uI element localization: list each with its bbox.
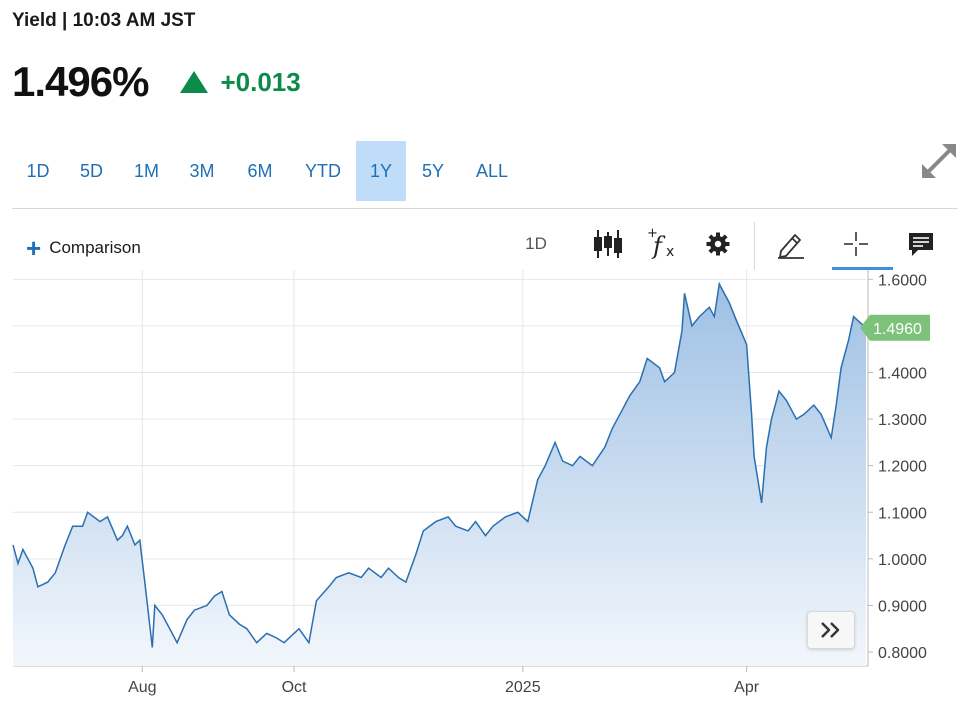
range-tab-1d[interactable]: 1D <box>26 161 50 181</box>
x-tick-label: Aug <box>128 679 156 696</box>
y-tick-label: 1.1000 <box>878 505 927 522</box>
svg-text:f: f <box>651 232 666 260</box>
range-tab-5d[interactable]: 5D <box>79 161 103 181</box>
last-value-bg <box>860 314 930 341</box>
range-tab-1y[interactable]: 1Y <box>356 141 406 201</box>
range-tab-all[interactable]: ALL <box>475 161 509 181</box>
y-tick-label: 0.9000 <box>878 598 927 615</box>
y-tick-label: 1.0000 <box>878 552 927 569</box>
y-tick-label: 1.6000 <box>878 272 927 289</box>
toolbar-divider <box>754 222 755 270</box>
crosshair-button[interactable] <box>838 226 874 262</box>
y-tick-label: 0.8000 <box>878 645 927 662</box>
x-tick-label: Apr <box>734 679 760 696</box>
y-tick-label: 1.3000 <box>878 412 927 429</box>
yield-value: 1.496% <box>12 58 149 105</box>
indicator-button[interactable]: + f x <box>642 226 682 262</box>
area-fill <box>13 284 866 666</box>
range-tab-6m[interactable]: 6M <box>247 161 273 181</box>
range-tab-ytd[interactable]: YTD <box>305 161 341 181</box>
candlestick-button[interactable] <box>588 226 628 262</box>
range-tabs: 1D 5D 1M 3M 6M YTD 1Y 5Y ALL <box>12 141 524 201</box>
settings-button[interactable] <box>700 226 736 262</box>
triangle-up-icon <box>180 71 209 93</box>
svg-text:+: + <box>647 226 658 241</box>
comment-icon <box>909 233 933 256</box>
crosshair-icon <box>844 232 868 256</box>
x-tick-label: 2025 <box>505 679 541 696</box>
y-tick-label: 1.4000 <box>878 365 927 382</box>
fx-indicator-icon: + f x <box>647 226 674 260</box>
y-axis: 0.8000 0.9000 1.0000 1.1000 1.2000 1.3000 1.40… <box>868 272 927 662</box>
crosshair-active-indicator <box>832 267 893 270</box>
scroll-to-latest-button[interactable] <box>807 611 855 649</box>
svg-text:x: x <box>666 244 674 260</box>
last-value-badge: 1.4960 <box>860 314 930 341</box>
series-line <box>12 281 867 648</box>
last-value-label: 1.4960 <box>873 321 922 338</box>
double-chevron-right-icon <box>821 622 840 638</box>
quote-row: 1.496% +0.013 <box>12 58 301 106</box>
change-value: +0.013 <box>220 66 301 97</box>
gear-icon <box>706 232 730 256</box>
y-tick-label: 1.2000 <box>878 459 927 476</box>
x-axis: Aug Oct 2025 Apr <box>128 666 760 696</box>
interval-selector[interactable]: 1D <box>512 226 560 262</box>
yield-chart[interactable]: 0.8000 0.9000 1.0000 1.1000 1.2000 1.3000 1.40… <box>0 270 967 704</box>
range-tab-1m[interactable]: 1M <box>133 161 159 181</box>
comparison-button[interactable]: + Comparison <box>26 233 141 263</box>
comparison-label: Comparison <box>49 238 141 257</box>
candlestick-icon <box>594 230 622 258</box>
interval-label: 1D <box>525 234 547 253</box>
draw-button[interactable] <box>772 226 810 262</box>
x-tick-label: Oct <box>282 679 307 696</box>
range-tab-5y[interactable]: 5Y <box>421 161 445 181</box>
pencil-icon <box>778 234 804 259</box>
range-tab-3m[interactable]: 3M <box>189 161 215 181</box>
expand-icon[interactable] <box>918 140 960 182</box>
divider <box>12 208 958 209</box>
page-title: Yield | 10:03 AM JST <box>12 10 196 31</box>
comment-button[interactable] <box>902 226 940 262</box>
plus-icon: + <box>26 233 42 263</box>
